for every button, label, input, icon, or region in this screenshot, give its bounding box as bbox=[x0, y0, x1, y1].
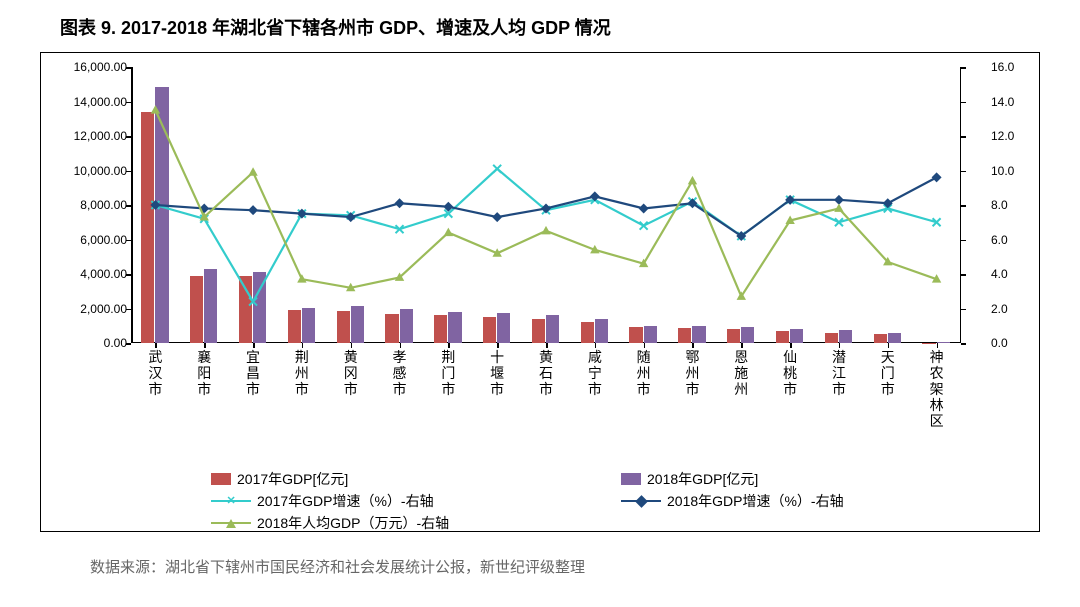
category-label: 鄂州市 bbox=[683, 349, 701, 397]
category-label: 武汉市 bbox=[146, 349, 164, 397]
category-label: 仙桃市 bbox=[781, 349, 799, 397]
category-label: 襄阳市 bbox=[195, 349, 213, 397]
plot-area bbox=[131, 67, 961, 343]
legend-item: 2018年GDP[亿元] bbox=[621, 469, 911, 489]
legend-item: 2018年GDP增速（%）-右轴 bbox=[621, 491, 911, 511]
legend-item: ✕2017年GDP增速（%）-右轴 bbox=[211, 491, 501, 511]
category-label: 十堰市 bbox=[488, 349, 506, 397]
legend-label: 2018年人均GDP（万元）-右轴 bbox=[257, 513, 449, 533]
category-label: 恩施州 bbox=[732, 349, 750, 397]
y-left-label: 2,000.00 bbox=[49, 302, 127, 316]
y-right-label: 10.0 bbox=[991, 164, 1031, 178]
legend-label: 2017年GDP[亿元] bbox=[237, 469, 348, 489]
legend-label: 2018年GDP[亿元] bbox=[647, 469, 758, 489]
y-axis-left-labels: 0.002,000.004,000.006,000.008,000.0010,0… bbox=[49, 67, 127, 343]
category-label: 黄石市 bbox=[537, 349, 555, 397]
chart-title: 图表 9. 2017-2018 年湖北省下辖各州市 GDP、增速及人均 GDP … bbox=[60, 14, 611, 40]
category-label: 神农架林区 bbox=[928, 349, 946, 429]
legend-item: 2017年GDP[亿元] bbox=[211, 469, 501, 489]
category-label: 潜江市 bbox=[830, 349, 848, 397]
legend: 2017年GDP[亿元] 2018年GDP[亿元] ✕2017年GDP增速（%）-右… bbox=[211, 467, 911, 535]
category-label: 宜昌市 bbox=[244, 349, 262, 397]
y-right-label: 0.0 bbox=[991, 336, 1031, 350]
chart-frame: 0.00 2,000.00 4,000.00 6,000.00 8,000.00 10,0… bbox=[40, 52, 1040, 532]
category-label: 孝感市 bbox=[391, 349, 409, 397]
category-label: 天门市 bbox=[879, 349, 897, 397]
y-left-label: 12,000.00 bbox=[49, 129, 127, 143]
y-left-label: 4,000.00 bbox=[49, 267, 127, 281]
legend-item: 2018年人均GDP（万元）-右轴 bbox=[211, 513, 501, 533]
y-right-label: 4.0 bbox=[991, 267, 1031, 281]
y-right-label: 16.0 bbox=[991, 60, 1031, 74]
category-label: 黄冈市 bbox=[342, 349, 360, 397]
y-left-label: 0.00 bbox=[49, 336, 127, 350]
y-axis-right-labels: 0.02.04.06.08.010.012.014.016.0 bbox=[991, 67, 1031, 343]
y-right-label: 8.0 bbox=[991, 198, 1031, 212]
x-axis-labels: 武汉市 襄阳市 宜昌市 荆州市 黄冈市 孝感市 荆门市 十堰市 黄石市 咸宁市 随州市 鄂州市 恩施州 仙… bbox=[131, 349, 961, 469]
category-label: 咸宁市 bbox=[586, 349, 604, 397]
y-left-label: 16,000.00 bbox=[49, 60, 127, 74]
y-right-label: 6.0 bbox=[991, 233, 1031, 247]
legend-label: 2018年GDP增速（%）-右轴 bbox=[667, 491, 844, 511]
category-label: 荆门市 bbox=[439, 349, 457, 397]
y-right-label: 12.0 bbox=[991, 129, 1031, 143]
y-right-label: 14.0 bbox=[991, 95, 1031, 109]
category-label: 荆州市 bbox=[293, 349, 311, 397]
legend-label: 2017年GDP增速（%）-右轴 bbox=[257, 491, 434, 511]
category-label: 随州市 bbox=[635, 349, 653, 397]
y-left-label: 10,000.00 bbox=[49, 164, 127, 178]
y-left-label: 8,000.00 bbox=[49, 198, 127, 212]
y-left-label: 14,000.00 bbox=[49, 95, 127, 109]
data-source: 数据来源：湖北省下辖州市国民经济和社会发展统计公报，新世纪评级整理 bbox=[90, 556, 585, 577]
y-left-label: 6,000.00 bbox=[49, 233, 127, 247]
y-right-label: 2.0 bbox=[991, 302, 1031, 316]
lines-layer bbox=[131, 67, 961, 343]
